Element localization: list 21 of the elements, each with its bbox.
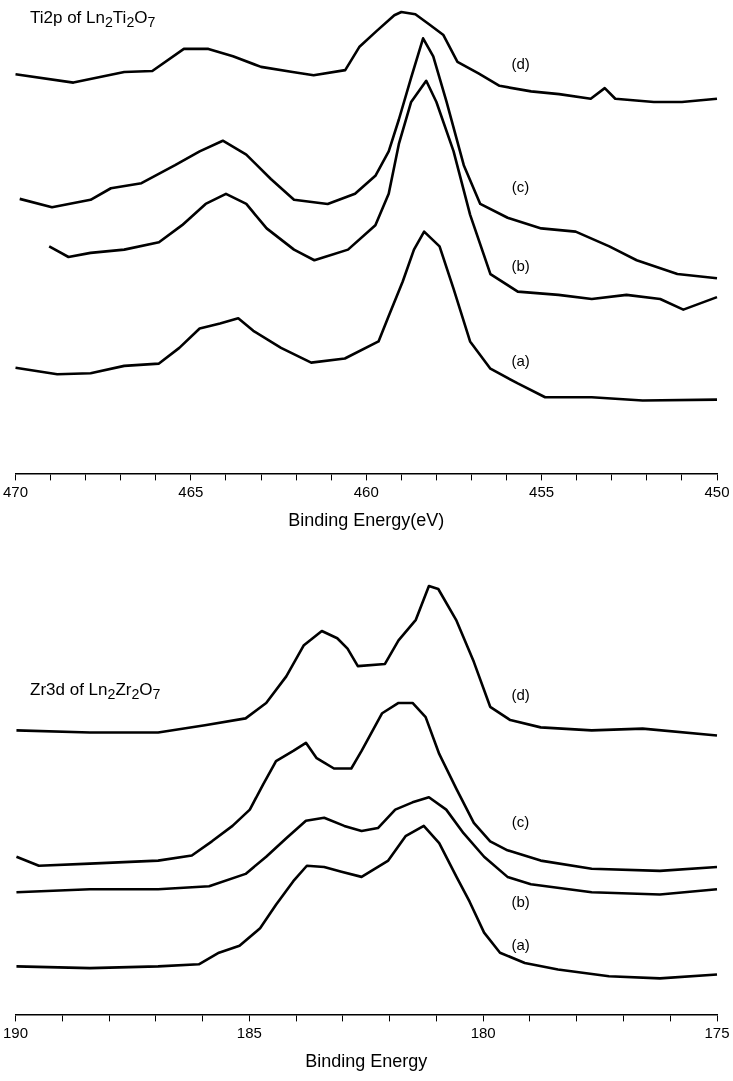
x-tick-label: 450 (704, 482, 730, 500)
series-label: (b) (511, 256, 530, 274)
x-axis-title: Binding Energy(eV) (288, 510, 445, 531)
chart-title: Ti2p of Ln$_{2}$Ti$_{2}$O$_{7}$ (30, 8, 156, 31)
x-tick-label: 190 (3, 1023, 29, 1041)
series-label: (a) (511, 936, 530, 954)
x-tick-label: 460 (353, 482, 379, 500)
series-label: (a) (511, 351, 530, 369)
series-label: (c) (511, 812, 530, 830)
x-tick-label: 465 (178, 482, 204, 500)
text: Zr3d of Ln$_{2}$Zr$_{2}$O$_{7}$ (30, 680, 161, 703)
series-label: (d) (511, 685, 530, 703)
x-axis-title: Binding Energy (305, 1051, 428, 1072)
x-tick-label: 175 (704, 1023, 730, 1041)
x-tick-label: 185 (236, 1023, 262, 1041)
x-tick-label: 455 (529, 482, 555, 500)
x-tick-label: 470 (3, 482, 29, 500)
series-label: (d) (511, 54, 530, 72)
series-label: (b) (511, 893, 530, 911)
x-tick-label: 180 (470, 1023, 496, 1041)
series-label: (c) (511, 178, 530, 196)
